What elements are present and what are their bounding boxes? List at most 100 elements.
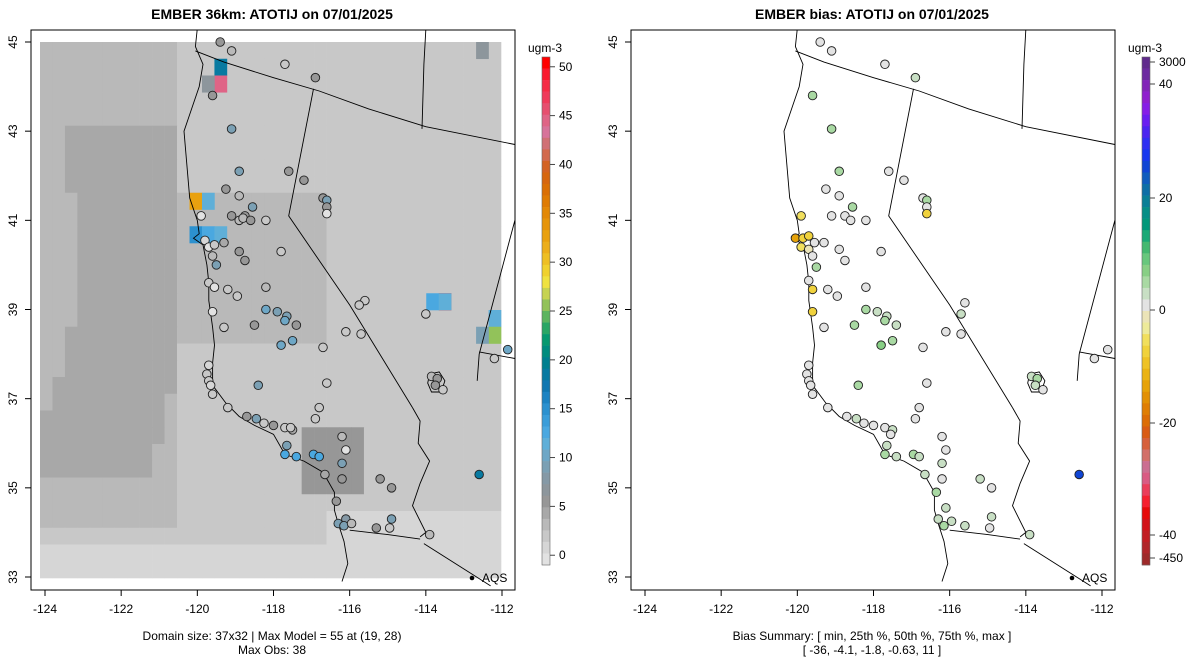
grid-cell: [152, 293, 165, 311]
grid-cell: [376, 561, 390, 579]
map-boundary-line: [1012, 407, 1031, 538]
observation-point: [931, 487, 942, 498]
grid-cell: [326, 427, 340, 445]
grid-cell: [388, 444, 402, 462]
grid-cell: [351, 427, 365, 445]
grid-cell: [438, 142, 452, 160]
grid-cell: [139, 276, 153, 294]
grid-cell: [89, 259, 103, 277]
grid-cell: [177, 109, 190, 127]
grid-cell: [426, 159, 440, 177]
grid-cell: [239, 343, 253, 361]
grid-cell: [164, 75, 178, 93]
grid-cell: [114, 410, 128, 428]
colorbar-segment: [542, 137, 550, 150]
grid-cell: [264, 544, 278, 562]
colorbar-segment: [542, 311, 550, 323]
colorbar-segment: [1142, 68, 1150, 81]
observation-point: [826, 211, 837, 221]
plot-area: [783, 30, 1115, 587]
grid-cell: [401, 259, 415, 277]
grid-cell-hotspot: [189, 192, 203, 210]
grid-cell: [264, 75, 278, 93]
colorbar-tick-label: -40: [1159, 528, 1177, 542]
observation-point: [883, 166, 894, 177]
grid-cell: [463, 159, 477, 177]
grid-cell: [114, 92, 128, 110]
grid-cell: [152, 377, 165, 395]
grid-cell: [451, 259, 464, 277]
grid-cell: [438, 511, 452, 529]
grid-cell: [189, 276, 203, 294]
grid-cell: [476, 343, 489, 361]
grid-cell: [77, 544, 91, 562]
observation-point: [880, 315, 890, 326]
grid-cell: [339, 243, 352, 261]
grid-cell: [388, 276, 402, 294]
grid-cell: [413, 142, 427, 160]
grid-cell: [463, 460, 477, 478]
grid-cell: [139, 109, 153, 127]
grid-cell: [214, 444, 228, 462]
grid-cell: [127, 544, 140, 562]
colorbar-segment: [542, 438, 550, 450]
grid-cell: [301, 142, 315, 160]
grid-cell: [40, 75, 53, 93]
grid-cell: [40, 209, 53, 227]
grid-cell: [351, 259, 365, 277]
colorbar-segment: [542, 114, 550, 127]
colorbar-segment: [1142, 195, 1150, 208]
grid-cell: [463, 243, 477, 261]
grid-cell: [451, 377, 464, 395]
grid-cell: [363, 477, 377, 495]
colorbar-segment: [1142, 449, 1150, 462]
grid-cell: [476, 75, 489, 93]
grid-cell: [164, 511, 178, 529]
grid-cell: [114, 243, 128, 261]
grid-cell: [451, 75, 464, 93]
grid-cell: [264, 326, 278, 344]
grid-cell: [64, 42, 78, 60]
grid-cell: [239, 360, 253, 378]
grid-cell: [276, 142, 290, 160]
grid-cell: [376, 209, 390, 227]
grid-cell: [189, 326, 203, 344]
grid-cell: [164, 243, 178, 261]
grid-cell: [301, 410, 315, 428]
grid-cell: [201, 494, 215, 512]
grid-cell: [214, 293, 228, 311]
map-boundary-line: [1023, 543, 1091, 587]
grid-cell: [77, 209, 91, 227]
grid-cell: [40, 477, 53, 495]
grid-cell: [177, 42, 190, 60]
grid-cell: [64, 226, 78, 244]
observation-point: [946, 516, 957, 527]
grid-cell: [438, 561, 452, 579]
grid-cell: [351, 393, 365, 411]
observation-point: [834, 191, 844, 201]
grid-cell: [251, 243, 265, 261]
grid-cell: [139, 42, 153, 60]
grid-cell: [413, 393, 427, 411]
grid-cell: [301, 192, 315, 210]
grid-cell: [164, 276, 178, 294]
observation-point: [209, 282, 220, 292]
grid-cell: [451, 360, 464, 378]
model-grid: [40, 42, 502, 579]
grid-cell: [363, 427, 377, 445]
grid-cell: [201, 42, 215, 60]
grid-cell: [89, 561, 103, 579]
grid-cell: [401, 544, 415, 562]
grid-cell: [463, 360, 477, 378]
grid-cell: [251, 125, 265, 143]
grid-cell: [301, 276, 315, 294]
colorbar-tick-label: 25: [559, 304, 573, 318]
grid-cell: [451, 410, 464, 428]
grid-cell: [339, 192, 352, 210]
map-boundary-line: [349, 529, 421, 540]
grid-cell: [89, 58, 103, 76]
grid-cell: [127, 209, 140, 227]
colorbar-segment: [542, 391, 550, 404]
grid-cell: [226, 477, 240, 495]
grid-cell: [251, 444, 265, 462]
